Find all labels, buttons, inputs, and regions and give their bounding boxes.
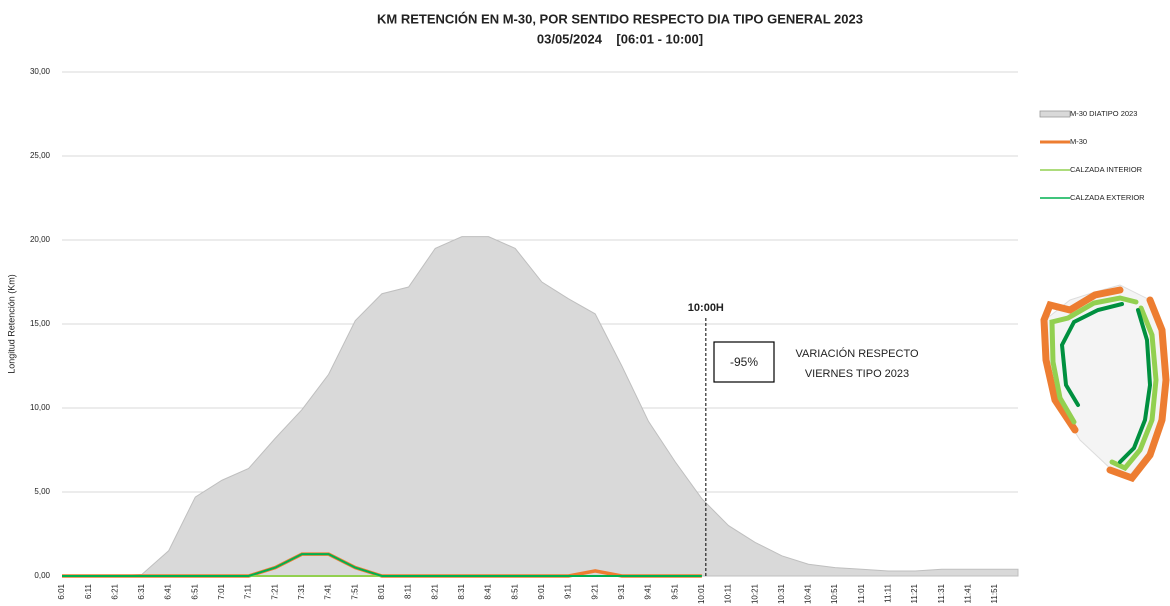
- x-tick-label: 9:51: [670, 583, 679, 599]
- x-tick-label: 10:01: [697, 583, 706, 604]
- y-tick-label: 0,00: [34, 571, 50, 580]
- x-tick-label: 11:41: [964, 583, 973, 603]
- x-tick-label: 9:01: [537, 583, 546, 599]
- x-tick-label: 8:51: [510, 583, 519, 599]
- x-tick-label: 9:21: [590, 583, 599, 599]
- x-tick-label: 8:21: [430, 583, 439, 599]
- legend-label: M-30 DIATIPO 2023: [1070, 109, 1137, 118]
- legend-label: CALZADA EXTERIOR: [1070, 193, 1145, 202]
- x-tick-label: 7:01: [217, 583, 226, 599]
- y-tick-label: 20,00: [30, 235, 51, 244]
- legend-label: M-30: [1070, 137, 1087, 146]
- x-tick-label: 11:31: [937, 583, 946, 603]
- ring-map: [1040, 284, 1170, 483]
- legend-label: CALZADA INTERIOR: [1070, 165, 1143, 174]
- x-tick-label: 10:21: [750, 583, 759, 604]
- variation-text: VIERNES TIPO 2023: [805, 368, 909, 380]
- chart-title: KM RETENCIÓN EN M-30, POR SENTIDO RESPEC…: [377, 11, 863, 26]
- x-tick-label: 7:21: [270, 583, 279, 599]
- x-tick-label: 6:01: [57, 583, 66, 599]
- y-axis-label: Longitud Retención (Km): [6, 274, 16, 374]
- x-tick-label: 7:31: [297, 583, 306, 599]
- x-tick-label: 7:51: [350, 583, 359, 599]
- x-tick-label: 6:51: [190, 583, 199, 599]
- x-tick-label: 6:21: [110, 583, 119, 599]
- x-tick-label: 8:11: [404, 583, 413, 599]
- line: [62, 553, 702, 577]
- y-tick-label: 25,00: [30, 151, 51, 160]
- x-tick-label: 6:31: [137, 583, 146, 599]
- x-tick-label: 10:31: [777, 583, 786, 604]
- x-tick-label: 9:11: [564, 583, 573, 599]
- area: [62, 236, 1019, 577]
- x-tick-label: 8:01: [377, 583, 386, 599]
- x-tick-label: 11:11: [884, 583, 893, 602]
- marker-label: 10:00H: [688, 302, 724, 314]
- y-tick-label: 30,00: [30, 67, 51, 76]
- x-tick-label: 7:41: [324, 583, 333, 599]
- chart-subtitle: 03/05/2024 [06:01 - 10:00]: [537, 31, 703, 46]
- x-tick-label: 8:41: [484, 583, 493, 599]
- variation-text: VARIACIÓN RESPECTO: [795, 347, 919, 360]
- y-tick-label: 10,00: [30, 403, 51, 412]
- x-tick-label: 10:51: [830, 583, 839, 604]
- x-tick-label: 10:11: [724, 583, 733, 603]
- x-tick-label: 8:31: [457, 583, 466, 599]
- x-tick-label: 6:11: [84, 583, 93, 599]
- x-tick-label: 10:41: [804, 583, 813, 604]
- y-tick-label: 5,00: [34, 487, 50, 496]
- x-tick-label: 9:31: [617, 583, 626, 599]
- legend-swatch: [1039, 110, 1071, 118]
- y-tick-label: 15,00: [30, 319, 51, 328]
- x-tick-label: 11:01: [857, 583, 866, 603]
- variation-box: [713, 341, 775, 383]
- x-tick-label: 11:51: [990, 583, 999, 603]
- x-tick-label: 7:11: [244, 583, 253, 599]
- x-tick-label: 6:41: [164, 583, 173, 599]
- x-tick-label: 9:41: [644, 583, 653, 599]
- variation-value: -95%: [730, 355, 758, 369]
- x-tick-label: 11:21: [910, 583, 919, 603]
